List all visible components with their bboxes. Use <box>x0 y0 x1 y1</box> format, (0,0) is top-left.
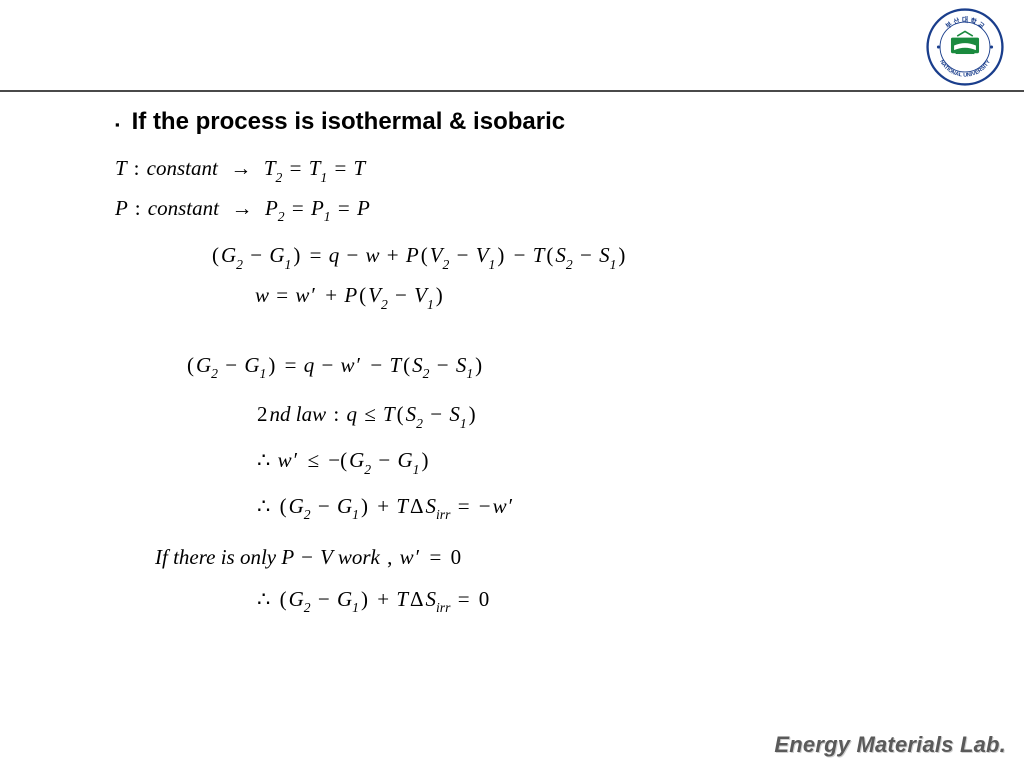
university-logo: 부 산 대 학 교 NATIONAL UNIVERSITY <box>926 8 1004 86</box>
slide-content: ▪ If the process is isothermal & isobari… <box>115 108 915 624</box>
eq-t-const: T : constant → T₂ = T₁ = T T : constant … <box>115 153 915 187</box>
eq-dg-tdsirr: ∴ (G₂ − G₁) + TΔS_irr = −w′ ∴ (G2 − G1) … <box>255 491 915 525</box>
eq-only-pv: If there is only P − V work , w′ = 0 If … <box>155 542 915 574</box>
footer-lab-name: Energy Materials Lab. <box>774 732 1006 758</box>
logo-top-text: 부 산 대 학 교 <box>944 15 986 30</box>
eq-final: ∴ (G₂ − G₁) + TΔS_irr = 0 ∴ (G2 − G1) + … <box>255 584 915 618</box>
eq-dg-full: (G₂ − G₁) = q − w + P(V₂ − V₁) − T(S₂ − … <box>210 240 915 274</box>
bullet-icon: ▪ <box>115 111 120 139</box>
svg-text:NATIONAL UNIVERSITY: NATIONAL UNIVERSITY <box>938 59 992 79</box>
eq-wprime-le: ∴ w′ ≤ −(G₂ − G₁) ∴ w′ ≤ −(G2 − G1) <box>255 445 915 479</box>
logo-bottom-text: NATIONAL UNIVERSITY <box>938 59 992 79</box>
eq-dg-simpl: (G₂ − G₁) = q − w′ − T(S₂ − S₁) (G2 − G1… <box>185 350 915 384</box>
heading-text: If the process is isothermal & isobaric <box>132 108 565 136</box>
header-divider <box>0 90 1024 92</box>
eq-p-const: P : constant → P₂ = P₁ = P P : constant … <box>115 193 915 227</box>
heading-row: ▪ If the process is isothermal & isobari… <box>115 108 915 139</box>
eq-second-law: 2nd law : q ≤ T(S₂ − S₁) 2nd law : q ≤ T… <box>255 399 915 433</box>
svg-text:부 산 대 학 교: 부 산 대 학 교 <box>944 15 986 30</box>
eq-w-split: w = w′ + P(V₂ − V₁) w = w′ + P(V2 − V1) <box>255 280 915 314</box>
